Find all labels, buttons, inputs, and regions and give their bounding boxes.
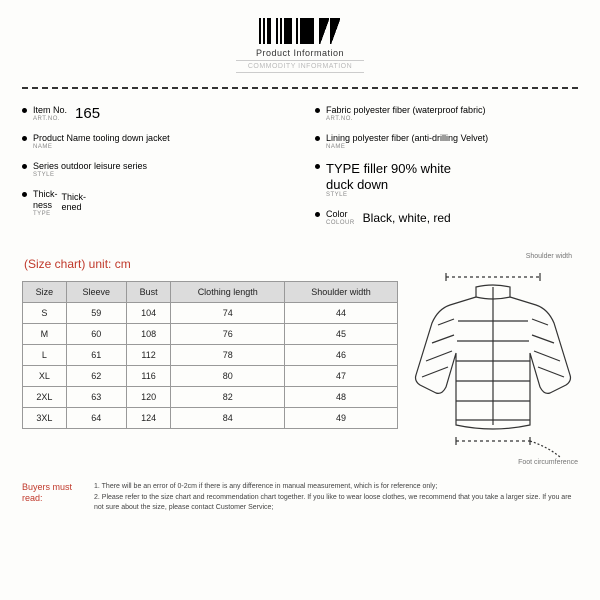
divider-dashed: [22, 87, 578, 89]
bullet-icon: [315, 164, 320, 169]
spec-label: Product Name tooling down jacket: [33, 133, 170, 144]
table-header-cell: Size: [23, 282, 67, 303]
table-cell: 80: [171, 366, 285, 387]
header-barcode-block: Product Information COMMODITY INFORMATIO…: [22, 18, 578, 73]
spec-sublabel: ART.NO.: [33, 116, 67, 123]
table-header-cell: Shoulder width: [285, 282, 398, 303]
spec-label: Thick-ness: [33, 189, 58, 211]
header-title: Product Information: [22, 48, 578, 58]
jacket-diagram: Shoulder width: [408, 253, 578, 468]
bullet-icon: [315, 212, 320, 217]
table-cell: 60: [66, 324, 126, 345]
size-table: SizeSleeveBustClothing lengthShoulder wi…: [22, 281, 398, 429]
table-cell: XL: [23, 366, 67, 387]
note-line: 2. Please refer to the size chart and re…: [94, 493, 578, 513]
table-cell: 82: [171, 387, 285, 408]
spec-value: Thick-ened: [62, 193, 87, 213]
jacket-svg: [408, 265, 578, 465]
spec-label: Lining polyester fiber (anti-drilling Ve…: [326, 133, 488, 144]
bullet-icon: [315, 108, 320, 113]
spec-value: 165: [75, 105, 100, 123]
spec-row: Lining polyester fiber (anti-drilling Ve…: [315, 133, 578, 151]
spec-sublabel: NAME: [326, 144, 488, 151]
table-cell: 64: [66, 408, 126, 429]
table-row: M601087645: [23, 324, 398, 345]
table-cell: 84: [171, 408, 285, 429]
spec-label: Fabric polyester fiber (waterproof fabri…: [326, 105, 486, 116]
spec-label: Series outdoor leisure series: [33, 161, 147, 172]
notes-heading: Buyers must read:: [22, 482, 86, 513]
dim-foot-label: Foot circumference: [518, 459, 578, 466]
table-cell: 112: [126, 345, 171, 366]
table-row: XL621168047: [23, 366, 398, 387]
notes-body: 1. There will be an error of 0-2cm if th…: [94, 482, 578, 513]
notes-block: Buyers must read: 1. There will be an er…: [22, 482, 578, 513]
spec-row: Thick-nessTYPE Thick-ened: [22, 189, 285, 218]
spec-row: ColorCOLOUR Black, white, red: [315, 209, 578, 227]
table-header-cell: Sleeve: [66, 282, 126, 303]
table-cell: 108: [126, 324, 171, 345]
table-cell: 49: [285, 408, 398, 429]
table-cell: 124: [126, 408, 171, 429]
spec-row: Fabric polyester fiber (waterproof fabri…: [315, 105, 578, 123]
spec-sublabel: ART.NO.: [326, 116, 486, 123]
table-cell: 48: [285, 387, 398, 408]
table-cell: 47: [285, 366, 398, 387]
dim-shoulder-label: Shoulder width: [526, 253, 572, 260]
spec-label: Color: [326, 209, 355, 220]
size-block: (Size chart) unit: cm SizeSleeveBustClot…: [22, 253, 578, 468]
table-cell: 2XL: [23, 387, 67, 408]
spec-sublabel: NAME: [33, 144, 170, 151]
table-cell: 59: [66, 303, 126, 324]
table-cell: M: [23, 324, 67, 345]
table-row: 3XL641248449: [23, 408, 398, 429]
table-cell: 45: [285, 324, 398, 345]
spec-row: TYPE filler 90% whiteduck downSTYLE: [315, 161, 578, 199]
table-cell: 74: [171, 303, 285, 324]
table-cell: 63: [66, 387, 126, 408]
spec-label: Item No.: [33, 105, 67, 116]
table-cell: 116: [126, 366, 171, 387]
spec-sublabel: STYLE: [326, 192, 451, 199]
table-cell: S: [23, 303, 67, 324]
bullet-icon: [22, 192, 27, 197]
table-cell: 61: [66, 345, 126, 366]
table-cell: 62: [66, 366, 126, 387]
table-cell: 78: [171, 345, 285, 366]
table-row: L611127846: [23, 345, 398, 366]
header-subtitle: COMMODITY INFORMATION: [236, 60, 364, 73]
note-line: 1. There will be an error of 0-2cm if th…: [94, 482, 578, 492]
bullet-icon: [22, 164, 27, 169]
spec-row: Item No.ART.NO. 165: [22, 105, 285, 123]
specs-block: Item No.ART.NO.165Product Name tooling d…: [22, 105, 578, 237]
spec-sublabel: COLOUR: [326, 220, 355, 227]
size-chart-title: (Size chart) unit: cm: [24, 257, 398, 271]
spec-sublabel: TYPE: [33, 211, 58, 218]
table-row: 2XL631208248: [23, 387, 398, 408]
table-cell: 44: [285, 303, 398, 324]
bullet-icon: [315, 136, 320, 141]
table-cell: L: [23, 345, 67, 366]
table-cell: 3XL: [23, 408, 67, 429]
table-cell: 76: [171, 324, 285, 345]
table-cell: 46: [285, 345, 398, 366]
specs-col-right: Fabric polyester fiber (waterproof fabri…: [315, 105, 578, 237]
bullet-icon: [22, 108, 27, 113]
spec-sublabel: STYLE: [33, 172, 147, 179]
spec-label: TYPE filler 90% whiteduck down: [326, 161, 451, 192]
barcode-graphic: [259, 18, 341, 44]
spec-value: Black, white, red: [363, 211, 451, 225]
specs-col-left: Item No.ART.NO. 165 Product Name tooling d…: [22, 105, 285, 237]
table-header-cell: Clothing length: [171, 282, 285, 303]
table-cell: 120: [126, 387, 171, 408]
spec-row: Series outdoor leisure seriesSTYLE: [22, 161, 285, 179]
table-cell: 104: [126, 303, 171, 324]
spec-row: Product Name tooling down jacketNAME: [22, 133, 285, 151]
table-header-cell: Bust: [126, 282, 171, 303]
bullet-icon: [22, 136, 27, 141]
table-row: S591047444: [23, 303, 398, 324]
